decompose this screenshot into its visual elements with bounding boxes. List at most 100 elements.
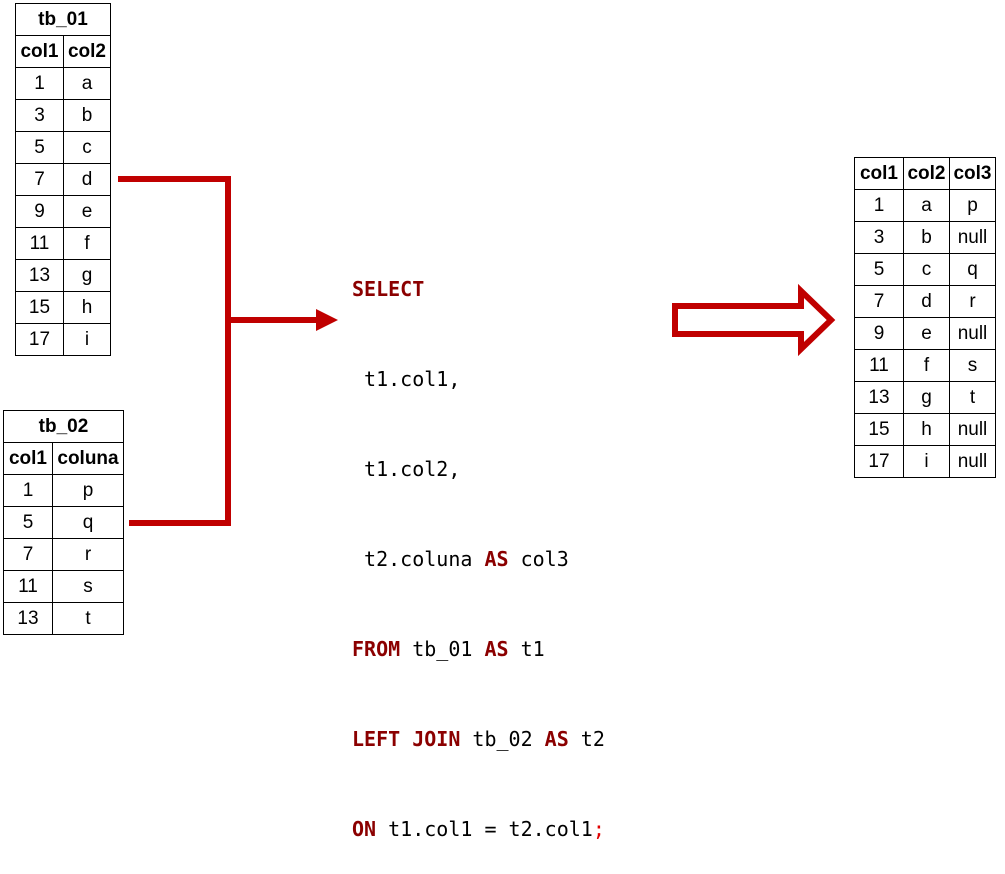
table-cell: 7 [854, 285, 904, 318]
table-cell: h [63, 291, 111, 324]
table-cell: q [949, 253, 996, 286]
sql-semicolon: ; [592, 817, 605, 841]
sql-text: t1.col1, [352, 367, 461, 391]
table-cell: p [52, 474, 124, 507]
sql-text: col3 [508, 547, 569, 571]
sql-keyword: SELECT [352, 277, 425, 301]
sql-text: t1.col2, [352, 457, 461, 481]
table-cell: 17 [854, 445, 904, 478]
table-cell: i [903, 445, 950, 478]
table-cell: 5 [15, 131, 64, 164]
table-cell: null [949, 221, 996, 254]
table-cell: 7 [3, 538, 53, 571]
table-title: tb_01 [15, 3, 111, 36]
sql-text: t1 [508, 637, 545, 661]
column-header: col3 [949, 157, 996, 190]
table-cell: b [63, 99, 111, 132]
table-cell: 13 [3, 602, 53, 635]
hollow-arrow-to-result [672, 283, 836, 357]
table-cell: t [52, 602, 124, 635]
column-header: col2 [903, 157, 950, 190]
table-cell: 11 [15, 227, 64, 260]
sql-line-from: FROM tb_01 AS t1 [352, 634, 605, 664]
table-cell: 1 [3, 474, 53, 507]
table-cell: i [63, 323, 111, 356]
table-cell: g [63, 259, 111, 292]
table-cell: null [949, 413, 996, 446]
arrow-to-query-head [316, 309, 338, 331]
table-cell: a [903, 189, 950, 222]
sql-text: tb_01 [400, 637, 485, 661]
table-cell: 11 [854, 349, 904, 382]
sql-line-join: LEFT JOIN tb_02 AS t2 [352, 724, 605, 754]
table-cell: 3 [854, 221, 904, 254]
table-row: 11 s [3, 570, 124, 603]
table-cell: null [949, 317, 996, 350]
table-cell: null [949, 445, 996, 478]
sql-line-col1: t1.col1, [352, 364, 605, 394]
table-cell: r [52, 538, 124, 571]
sql-text: tb_02 [460, 727, 545, 751]
table-cell: 13 [15, 259, 64, 292]
table-cell: d [63, 163, 111, 196]
table-cell: r [949, 285, 996, 318]
sql-line-col3: t2.coluna AS col3 [352, 544, 605, 574]
table-cell: p [949, 189, 996, 222]
table-row: 13 t [3, 602, 124, 635]
table-cell: c [903, 253, 950, 286]
sql-text: t2 [568, 727, 605, 751]
table-cell: g [903, 381, 950, 414]
column-header: coluna [52, 442, 124, 475]
table-cell: 13 [854, 381, 904, 414]
table-cell: 15 [854, 413, 904, 446]
table-row: 15 h null [854, 413, 996, 446]
table-cell: 9 [15, 195, 64, 228]
table-row: 13 g t [854, 381, 996, 414]
sql-line-col2: t1.col2, [352, 454, 605, 484]
table-cell: e [903, 317, 950, 350]
table-cell: 3 [15, 99, 64, 132]
table-cell: a [63, 67, 111, 100]
table-cell: 11 [3, 570, 53, 603]
table-cell: b [903, 221, 950, 254]
table-row: 9 e null [854, 317, 996, 350]
join-diagram-connectors [118, 176, 836, 526]
table-row: 11 f s [854, 349, 996, 382]
table-cell: h [903, 413, 950, 446]
sql-text: t1.col1 = t2.col1 [376, 817, 593, 841]
table-row: 17 i [15, 323, 111, 356]
table-title: tb_02 [3, 410, 124, 443]
table-cell: 1 [854, 189, 904, 222]
table-row: 3 b null [854, 221, 996, 254]
sql-line-select: SELECT [352, 274, 605, 304]
table-row: 13 g [15, 259, 111, 292]
table-cell: 15 [15, 291, 64, 324]
table-row: 11 f [15, 227, 111, 260]
table-row: 17 i null [854, 445, 996, 478]
table-cell: f [63, 227, 111, 260]
sql-keyword: AS [484, 637, 509, 661]
column-header: col2 [63, 35, 111, 68]
table-cell: 17 [15, 323, 64, 356]
sql-keyword: FROM [352, 637, 401, 661]
sql-keyword: ON [352, 817, 377, 841]
sql-line-on: ON t1.col1 = t2.col1; [352, 814, 605, 844]
table-cell: s [52, 570, 124, 603]
table-cell: 1 [15, 67, 64, 100]
sql-keyword: AS [544, 727, 569, 751]
table-cell: 5 [854, 253, 904, 286]
tb01-connector-line [118, 176, 231, 526]
table-row: 15 h [15, 291, 111, 324]
table-cell: q [52, 506, 124, 539]
sql-keyword: AS [484, 547, 509, 571]
column-header: col1 [15, 35, 64, 68]
